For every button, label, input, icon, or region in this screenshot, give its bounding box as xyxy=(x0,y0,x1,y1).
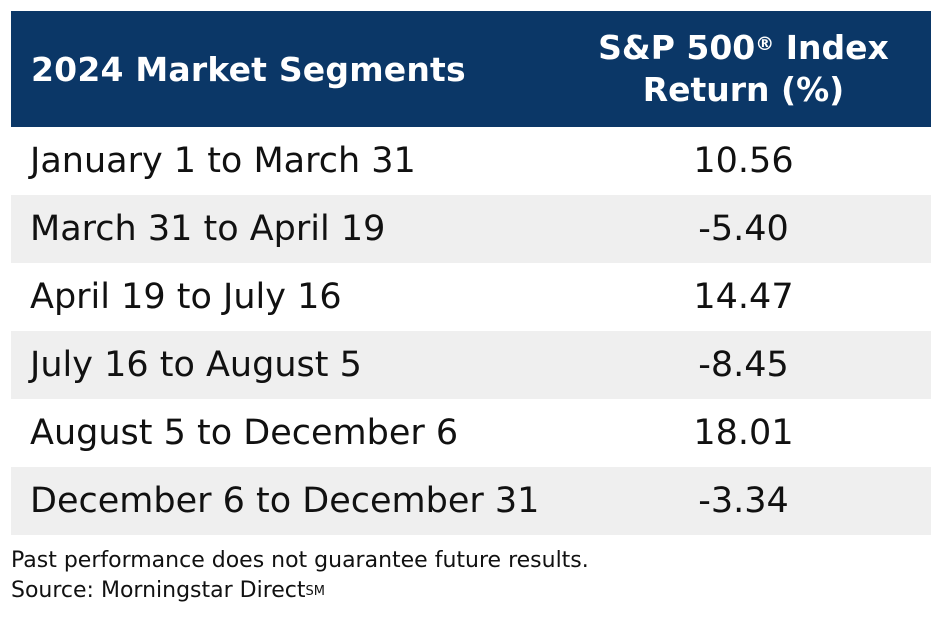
returns-table: 2024 Market Segments S&P 500® Index Retu… xyxy=(11,11,931,535)
return-cell: 18.01 xyxy=(693,413,794,453)
source-note: Source: Morningstar DirectSM xyxy=(11,576,589,606)
service-mark: SM xyxy=(305,584,325,599)
table-row: July 16 to August 5 -8.45 xyxy=(11,331,931,399)
return-cell: -3.34 xyxy=(698,481,789,521)
segment-cell: January 1 to March 31 xyxy=(30,141,416,181)
segment-cell: August 5 to December 6 xyxy=(30,413,459,453)
segment-cell: December 6 to December 31 xyxy=(30,481,540,521)
return-header-suffix: Index xyxy=(774,28,889,67)
source-text: Source: Morningstar Direct xyxy=(11,578,306,603)
return-cell: 10.56 xyxy=(693,141,794,181)
return-cell: -8.45 xyxy=(698,345,789,385)
table-row: March 31 to April 19 -5.40 xyxy=(11,195,931,263)
table-footer: Past performance does not guarantee futu… xyxy=(11,546,589,606)
return-cell: 14.47 xyxy=(693,277,794,317)
return-header-text: S&P 500 xyxy=(598,28,756,67)
table-row: January 1 to March 31 10.56 xyxy=(11,127,931,195)
table-header: 2024 Market Segments S&P 500® Index Retu… xyxy=(11,11,931,127)
segment-cell: April 19 to July 16 xyxy=(30,277,342,317)
table-row: August 5 to December 6 18.01 xyxy=(11,399,931,467)
return-cell: -5.40 xyxy=(698,209,789,249)
return-column-header: S&P 500® Index Return (%) xyxy=(556,27,931,111)
disclaimer-note: Past performance does not guarantee futu… xyxy=(11,548,589,573)
registered-mark: ® xyxy=(755,33,775,55)
return-header-line2: Return (%) xyxy=(642,70,845,109)
segment-cell: July 16 to August 5 xyxy=(30,345,362,385)
segments-column-header: 2024 Market Segments xyxy=(31,49,466,89)
table-row: April 19 to July 16 14.47 xyxy=(11,263,931,331)
table-body: January 1 to March 31 10.56 March 31 to Ap… xyxy=(11,127,931,535)
segment-cell: March 31 to April 19 xyxy=(30,209,386,249)
table-row: December 6 to December 31 -3.34 xyxy=(11,467,931,535)
